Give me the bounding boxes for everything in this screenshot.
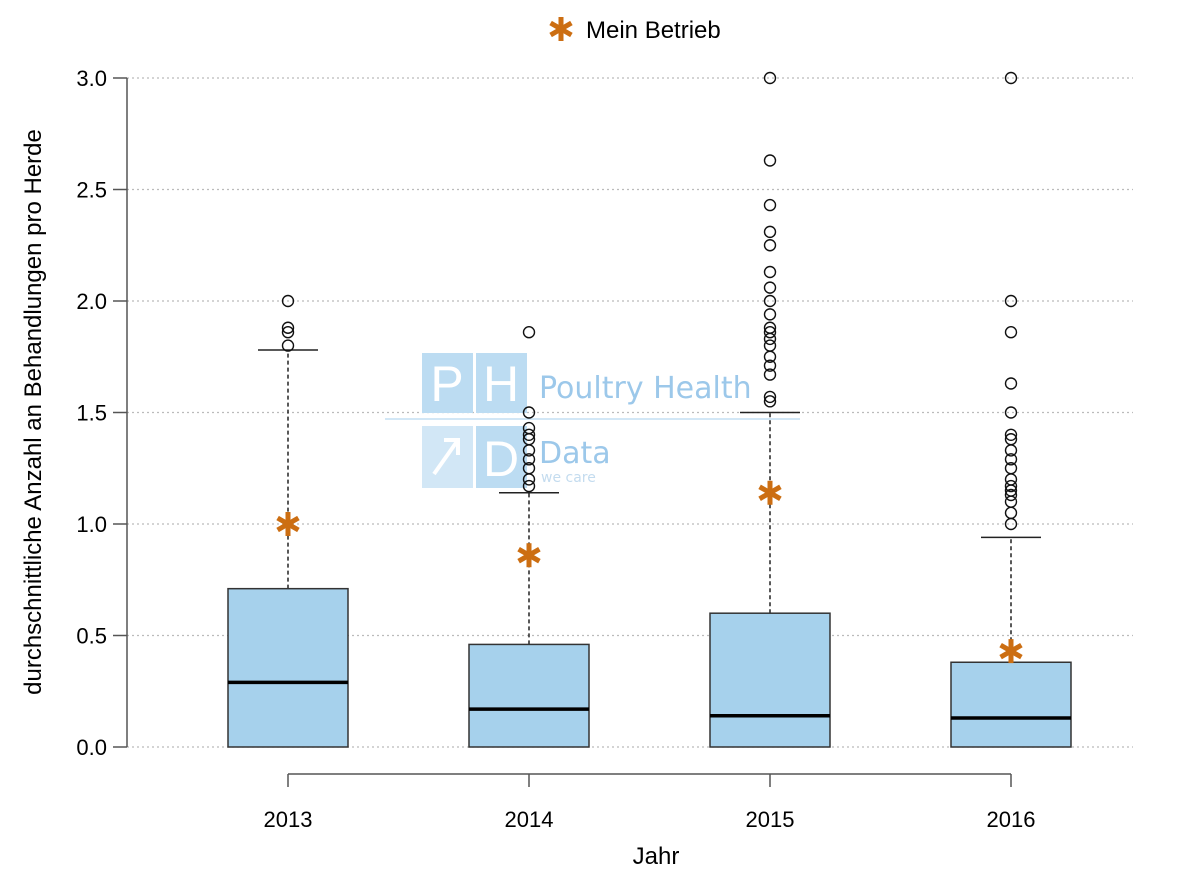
watermark-tagline: we care — [541, 470, 596, 486]
watermark-letter-p: P — [430, 356, 463, 412]
legend: Mein Betrieb — [549, 17, 721, 44]
plot-area — [227, 71, 1072, 748]
outlier-point — [763, 239, 777, 252]
outlier-point — [522, 453, 536, 466]
outlier-point — [763, 326, 777, 339]
watermark-line2: Data — [539, 436, 611, 471]
outlier-point — [1004, 488, 1018, 502]
outlier-point — [763, 321, 777, 334]
outlier-point — [522, 406, 536, 419]
outlier-point — [763, 225, 777, 239]
legend-label: Mein Betrieb — [586, 17, 721, 44]
outlier-point — [1004, 506, 1018, 520]
watermark-tile-d — [476, 426, 527, 488]
outlier-point — [1004, 479, 1018, 493]
watermark-tile-h — [476, 353, 527, 413]
box-rect — [468, 643, 590, 748]
mein-betrieb-marker — [999, 639, 1023, 664]
box-2016 — [950, 71, 1072, 748]
watermark-logo: P H D Poultry Health Data we care — [385, 353, 800, 488]
outlier-point — [1004, 428, 1018, 441]
outlier-point — [1004, 433, 1018, 446]
box-rect — [950, 661, 1072, 748]
watermark-letter-d: D — [483, 431, 519, 487]
box-rect — [227, 587, 349, 748]
axes: 0.0 0.5 1.0 1.5 2.0 2.5 3.0 2013 2014 2015 2016 — [76, 66, 1035, 832]
mein-betrieb-marker — [758, 480, 782, 505]
outlier-point — [1004, 406, 1018, 419]
outlier-point — [1004, 326, 1018, 339]
y-tick-label: 0.0 — [76, 735, 107, 760]
outlier-point — [763, 339, 777, 352]
outlier-point — [763, 395, 777, 408]
watermark-letter-h: H — [483, 356, 519, 412]
x-tick-label: 2013 — [264, 807, 313, 832]
outlier-point — [1004, 453, 1018, 466]
x-tick-label: 2016 — [987, 807, 1036, 832]
outlier-point — [1004, 495, 1018, 508]
outlier-point — [522, 421, 536, 435]
outlier-point — [281, 294, 295, 308]
outlier-point — [1004, 294, 1018, 308]
outlier-point — [281, 326, 295, 339]
outlier-point — [763, 294, 777, 308]
legend-asterisk-icon — [549, 17, 573, 41]
x-tick-label: 2014 — [505, 807, 554, 832]
outlier-point — [1004, 473, 1018, 486]
box-2015 — [709, 71, 831, 748]
outlier-point — [763, 332, 777, 346]
outlier-point — [522, 462, 536, 475]
outlier-point — [522, 428, 536, 441]
outlier-point — [1004, 462, 1018, 475]
arrow-icon — [432, 438, 460, 476]
outlier-point — [763, 368, 777, 381]
mein-betrieb-marker — [276, 512, 300, 536]
x-tick-label: 2015 — [746, 807, 795, 832]
y-tick-label: 1.5 — [76, 401, 107, 426]
mein-betrieb-marker — [517, 543, 541, 568]
y-tick-label: 3.0 — [76, 66, 107, 91]
y-tick-label: 2.5 — [76, 178, 107, 203]
outlier-point — [522, 326, 536, 339]
outlier-point — [281, 321, 295, 334]
outlier-point — [1004, 71, 1018, 85]
outlier-point — [1004, 377, 1018, 390]
outlier-point — [763, 308, 777, 321]
watermark-tile-p — [422, 353, 473, 413]
x-axis-title: Jahr — [633, 843, 680, 870]
y-axis-title: durchschnittliche Anzahl an Behandlungen… — [20, 129, 47, 695]
box-rect — [709, 612, 831, 748]
outlier-point — [522, 479, 536, 493]
legend-asterisk — [549, 17, 573, 41]
y-tick-label: 2.0 — [76, 289, 107, 314]
box-2014 — [468, 326, 590, 748]
box-2013 — [227, 294, 349, 748]
outlier-point — [763, 390, 777, 404]
y-tick-label: 1.0 — [76, 512, 107, 537]
outlier-point — [763, 154, 777, 167]
outlier-point — [763, 359, 777, 372]
watermark-line1: Poultry Health — [539, 371, 752, 406]
outlier-point — [763, 281, 777, 294]
outlier-point — [281, 339, 295, 352]
outlier-point — [763, 71, 777, 85]
outlier-point — [763, 198, 777, 212]
outlier-point — [763, 265, 777, 279]
y-tick-label: 0.5 — [76, 624, 107, 649]
